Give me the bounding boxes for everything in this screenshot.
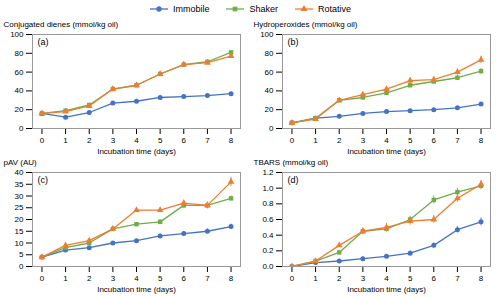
svg-text:3: 3 (111, 274, 116, 283)
svg-text:4: 4 (384, 274, 389, 283)
svg-text:Incubation time (days): Incubation time (days) (97, 285, 176, 294)
svg-text:6: 6 (432, 274, 437, 283)
svg-text:60: 60 (15, 68, 24, 77)
svg-text:40: 40 (15, 168, 24, 177)
svg-text:35: 35 (15, 180, 24, 189)
svg-text:25: 25 (15, 203, 24, 212)
svg-text:4: 4 (384, 136, 389, 145)
svg-text:Incubation time (days): Incubation time (days) (347, 147, 426, 156)
svg-text:5: 5 (408, 136, 413, 145)
svg-text:(a): (a) (38, 37, 49, 47)
svg-text:5: 5 (158, 136, 163, 145)
svg-text:20: 20 (265, 105, 274, 114)
svg-text:7: 7 (455, 136, 460, 145)
svg-text:1: 1 (313, 136, 318, 145)
svg-text:(b): (b) (288, 37, 299, 47)
svg-text:Incubation time (days): Incubation time (days) (347, 285, 426, 294)
svg-text:3: 3 (111, 136, 116, 145)
svg-text:2: 2 (337, 136, 342, 145)
svg-text:0: 0 (290, 136, 295, 145)
svg-text:0.4: 0.4 (262, 231, 274, 240)
svg-text:1.0: 1.0 (262, 184, 274, 193)
svg-text:7: 7 (455, 274, 460, 283)
svg-text:8: 8 (479, 274, 484, 283)
svg-text:10: 10 (15, 239, 24, 248)
svg-text:60: 60 (265, 68, 274, 77)
svg-text:40: 40 (15, 86, 24, 95)
svg-text:Incubation time (days): Incubation time (days) (97, 147, 176, 156)
svg-text:0.8: 0.8 (262, 199, 274, 208)
svg-text:(c): (c) (38, 175, 49, 185)
svg-text:2: 2 (337, 274, 342, 283)
svg-text:80: 80 (15, 49, 24, 58)
svg-text:0.2: 0.2 (262, 246, 274, 255)
svg-text:4: 4 (134, 274, 139, 283)
svg-text:2: 2 (87, 274, 92, 283)
svg-text:2: 2 (87, 136, 92, 145)
svg-text:5: 5 (408, 274, 413, 283)
svg-text:8: 8 (479, 136, 484, 145)
svg-text:1: 1 (63, 136, 68, 145)
html-text:Shaker: Shaker (249, 4, 278, 14)
svg-text:0: 0 (19, 262, 24, 271)
svg-text:30: 30 (15, 192, 24, 201)
svg-text:6: 6 (182, 274, 187, 283)
svg-text:6: 6 (432, 136, 437, 145)
svg-text:20: 20 (15, 105, 24, 114)
svg-text:1: 1 (313, 274, 318, 283)
svg-text:100: 100 (260, 30, 274, 39)
svg-text:80: 80 (265, 49, 274, 58)
svg-text:3: 3 (361, 274, 366, 283)
svg-text:8: 8 (229, 136, 234, 145)
svg-text:100: 100 (10, 30, 24, 39)
svg-text:pAV (AU): pAV (AU) (4, 158, 38, 167)
svg-text:40: 40 (265, 86, 274, 95)
svg-text:0: 0 (40, 136, 45, 145)
svg-text:1.2: 1.2 (262, 168, 274, 177)
svg-text:5: 5 (19, 250, 24, 259)
svg-text:0: 0 (40, 274, 45, 283)
svg-text:Hydroperoxides (mmol/kg oil): Hydroperoxides (mmol/kg oil) (254, 20, 358, 29)
svg-text:1: 1 (63, 274, 68, 283)
svg-text:3: 3 (361, 136, 366, 145)
svg-text:7: 7 (205, 274, 210, 283)
svg-text:6: 6 (182, 136, 187, 145)
svg-text:Conjugated dienes (mmol/kg oil: Conjugated dienes (mmol/kg oil) (4, 20, 119, 29)
svg-text:20: 20 (15, 215, 24, 224)
svg-text:15: 15 (15, 227, 24, 236)
svg-text:0.6: 0.6 (262, 215, 274, 224)
svg-text:TBARS (mmol/kg oil): TBARS (mmol/kg oil) (254, 158, 329, 167)
svg-text:0: 0 (269, 124, 274, 133)
svg-text:5: 5 (158, 274, 163, 283)
svg-text:4: 4 (134, 136, 139, 145)
svg-text:0.0: 0.0 (262, 262, 274, 271)
svg-text:(d): (d) (288, 175, 299, 185)
html-text:Rotative: Rotative (318, 4, 351, 14)
svg-text:7: 7 (205, 136, 210, 145)
svg-text:8: 8 (229, 274, 234, 283)
svg-text:0: 0 (19, 124, 24, 133)
svg-text:0: 0 (290, 274, 295, 283)
html-text:Immobile: Immobile (173, 4, 210, 14)
